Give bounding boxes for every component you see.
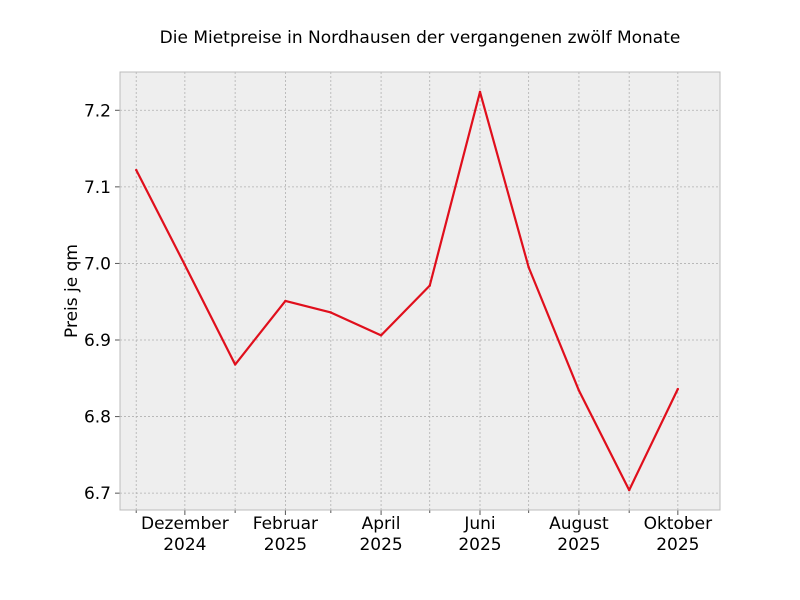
x-tick-label: Dezember 2024 <box>141 514 229 555</box>
x-tick-label-year: 2025 <box>264 535 307 555</box>
y-tick-label: 6.7 <box>84 484 111 504</box>
data-point <box>233 363 237 366</box>
gridlines <box>120 72 720 510</box>
data-point <box>478 90 482 94</box>
series-line <box>135 90 679 492</box>
x-tick-label-year: 2025 <box>359 535 402 555</box>
data-point <box>183 263 187 267</box>
y-tick-labels: 6.7 6.8 6.9 7.0 7.1 7.2 <box>84 101 111 504</box>
data-point <box>379 334 383 337</box>
x-tick-label: Oktober 2025 <box>644 514 713 555</box>
data-point <box>527 266 530 269</box>
x-tick-label: August 2025 <box>549 514 609 555</box>
x-tick-label-year: 2024 <box>163 535 206 555</box>
x-tick-label: April 2025 <box>359 514 402 555</box>
data-point <box>627 488 631 492</box>
x-tick-label: Juni 2025 <box>458 514 501 555</box>
x-tick-label-year: 2025 <box>557 535 600 555</box>
data-point <box>577 389 581 392</box>
x-tick-label-month: Dezember <box>141 514 229 534</box>
data-point <box>284 299 287 303</box>
x-tick-label-month: April <box>362 514 401 534</box>
y-tick-label: 7.1 <box>84 178 111 198</box>
series-group <box>135 90 680 492</box>
plot-area <box>120 72 720 510</box>
data-point <box>676 387 680 391</box>
x-tick-label-month: Juni <box>463 514 495 534</box>
y-tick-label: 7.0 <box>84 254 111 274</box>
x-tick-label-month: August <box>549 514 609 534</box>
x-tick-label-month: Februar <box>253 514 318 534</box>
y-tick-label: 6.9 <box>84 331 111 351</box>
data-point <box>428 284 431 287</box>
y-tick-label: 6.8 <box>84 408 111 428</box>
y-tick-label: 7.2 <box>84 101 111 121</box>
chart-title: Die Mietpreise in Nordhausen der vergang… <box>160 28 681 48</box>
x-tick-label-year: 2025 <box>458 535 501 555</box>
x-tick-label-month: Oktober <box>644 514 713 534</box>
data-point <box>329 311 333 314</box>
data-point <box>135 168 138 172</box>
y-axis-label: Preis je qm <box>62 244 82 338</box>
plot-frame <box>119 71 721 511</box>
x-tick-label: Februar 2025 <box>253 514 318 555</box>
x-tick-label-year: 2025 <box>656 535 699 555</box>
